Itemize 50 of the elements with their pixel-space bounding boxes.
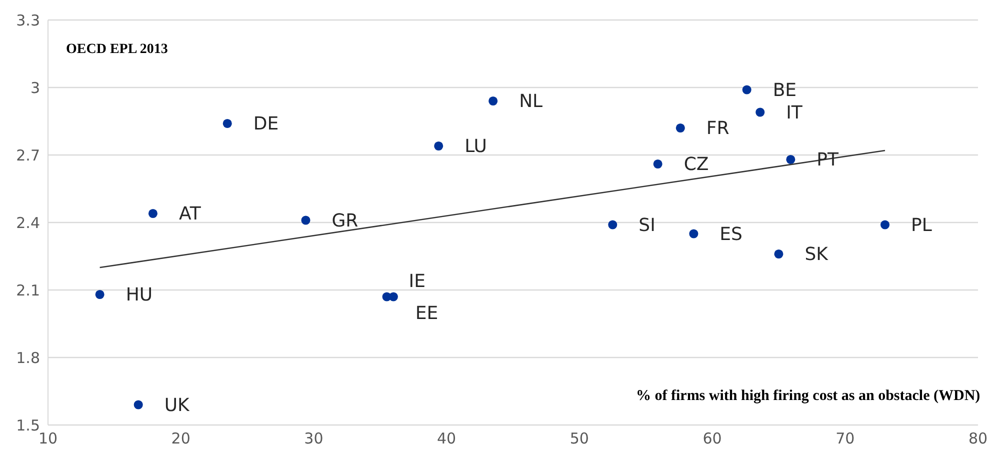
annotation: IE xyxy=(408,270,426,292)
x-tick-label: 80 xyxy=(968,430,988,448)
x-tick-label: 30 xyxy=(304,430,324,448)
point xyxy=(676,123,685,133)
point xyxy=(95,290,104,300)
annotation: FR xyxy=(706,118,730,139)
point xyxy=(774,249,784,259)
annotation: EE xyxy=(415,302,438,324)
annotation: SI xyxy=(638,214,656,236)
y-tick-label: 1.5 xyxy=(16,416,40,434)
point xyxy=(434,141,444,151)
x-tick-label: 20 xyxy=(171,430,190,448)
annotation: NL xyxy=(519,91,543,112)
point xyxy=(756,108,765,117)
x-tick-label: 70 xyxy=(836,430,855,448)
y-tick-label: 2.7 xyxy=(16,146,40,164)
point xyxy=(301,216,310,225)
x-axis-title: % of firms with high firing cost as an obstacle (WDN) xyxy=(636,388,982,405)
annotation: CZ xyxy=(684,154,709,175)
annotation: UK xyxy=(164,394,191,416)
point xyxy=(222,118,232,128)
y-tick-label: 1.8 xyxy=(16,348,40,367)
annotation: ES xyxy=(720,224,742,245)
y-tick-label: 3 xyxy=(30,78,40,97)
annotation: PL xyxy=(911,214,932,236)
y-tick-label: 2.1 xyxy=(16,281,40,300)
point xyxy=(488,96,498,106)
y-tick-label: 2.4 xyxy=(16,214,40,232)
point xyxy=(134,400,143,410)
annotation: BE xyxy=(772,80,797,101)
annotation: DE xyxy=(253,114,279,134)
x-tick-label: 40 xyxy=(437,430,456,448)
point xyxy=(742,85,752,94)
point xyxy=(689,229,698,238)
text: OECD EPL 2013 xyxy=(66,42,168,58)
annotation: SK xyxy=(804,244,830,265)
point xyxy=(148,208,158,218)
x-tick-label: 60 xyxy=(702,430,722,448)
point xyxy=(608,220,618,230)
x-tick-label: 10 xyxy=(38,430,58,448)
x-tick-label: 50 xyxy=(570,430,589,448)
annotation: AT xyxy=(178,204,202,224)
point xyxy=(786,154,796,164)
y-tick-label: 3.3 xyxy=(16,11,40,30)
point xyxy=(653,159,662,169)
annotation: IT xyxy=(786,102,804,124)
point xyxy=(880,220,890,230)
annotation: HU xyxy=(126,284,153,306)
annotation: LU xyxy=(464,136,487,157)
annotation: GR xyxy=(332,210,358,232)
